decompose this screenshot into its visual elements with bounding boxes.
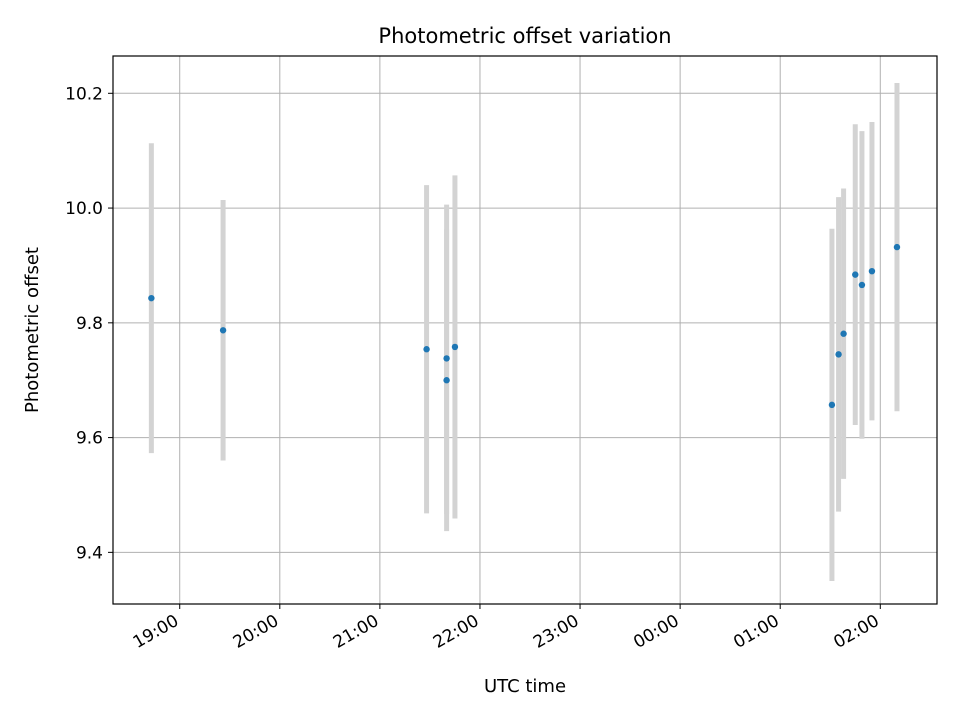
data-point <box>893 243 901 251</box>
data-points <box>148 243 901 409</box>
x-tick-label: 01:00 <box>730 611 782 653</box>
data-point <box>423 346 430 353</box>
data-point <box>219 327 227 334</box>
data-point <box>868 267 876 275</box>
data-point <box>828 401 836 409</box>
x-tick-label: 02:00 <box>830 611 882 653</box>
data-point <box>840 330 847 337</box>
x-axis-label: UTC time <box>484 676 566 697</box>
y-tick-label: 9.6 <box>76 429 103 449</box>
chart-title: Photometric offset variation <box>378 24 671 48</box>
data-point <box>443 377 450 384</box>
data-point <box>835 351 842 358</box>
x-tick-label: 20:00 <box>230 611 282 653</box>
x-tick-label: 22:00 <box>430 611 482 653</box>
x-tick-label: 21:00 <box>330 611 382 653</box>
x-tick-label: 19:00 <box>130 611 182 653</box>
y-axis-ticks: 9.4 9.6 9.8 10.0 10.2 <box>65 84 113 563</box>
plot-frame <box>112 55 938 605</box>
x-tick-label: 00:00 <box>630 611 682 653</box>
y-tick-label: 9.8 <box>76 314 103 334</box>
y-axis-label: Photometric offset <box>22 247 43 413</box>
data-point <box>451 343 459 351</box>
errorbars <box>148 82 900 582</box>
y-tick-label: 10.2 <box>65 84 103 104</box>
data-point <box>443 355 450 362</box>
x-axis-ticks: 19:00 20:00 21:00 22:00 23:00 00:00 01:00 02:00 <box>130 604 883 653</box>
data-point <box>852 271 859 278</box>
data-point <box>858 281 866 289</box>
y-tick-label: 9.4 <box>76 543 103 563</box>
y-tick-label: 10.0 <box>65 199 103 219</box>
grid <box>113 56 937 604</box>
x-tick-label: 23:00 <box>530 611 582 653</box>
data-point <box>148 294 155 302</box>
